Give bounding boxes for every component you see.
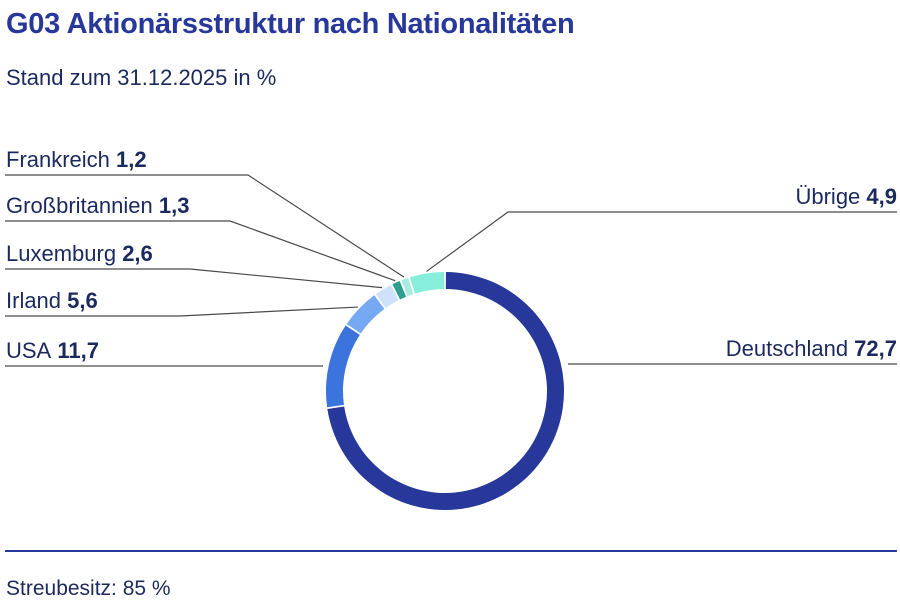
donut-slice-frankreich	[401, 277, 414, 297]
slice-label-grossbritannien: Großbritannien 1,3	[6, 193, 189, 218]
donut-slice-luxemburg	[375, 285, 399, 309]
footer-divider	[5, 550, 897, 552]
chart-title: G03 Aktionärsstruktur nach Nationalitäte…	[6, 8, 575, 40]
donut-slice-grossbritannien	[392, 280, 407, 300]
donut-slice-usa	[326, 325, 360, 408]
leader-line-luxemburg	[5, 268, 383, 289]
donut-slice-uebrige	[409, 272, 445, 294]
slice-label-deutschland: Deutschland 72,7	[726, 336, 897, 361]
slice-label-uebrige: Übrige 4,9	[795, 184, 897, 209]
leader-line-frankreich	[5, 174, 405, 278]
leader-line-irland	[5, 306, 358, 317]
leader-line-uebrige	[426, 211, 897, 272]
leader-line-grossbritannien	[5, 220, 396, 282]
chart-subtitle: Stand zum 31.12.2025 in %	[6, 65, 277, 90]
donut-chart: Deutschland 72,7 USA 11,7 Irland 5,6 Luxemb…	[5, 147, 897, 511]
slice-label-usa: USA 11,7	[6, 338, 99, 363]
donut-slice-irland	[346, 295, 385, 334]
slice-label-luxemburg: Luxemburg 2,6	[6, 241, 153, 266]
slice-label-frankreich: Frankreich 1,2	[6, 147, 147, 172]
footer-note: Streubesitz: 85 %	[6, 577, 171, 600]
slice-label-irland: Irland 5,6	[6, 288, 98, 313]
